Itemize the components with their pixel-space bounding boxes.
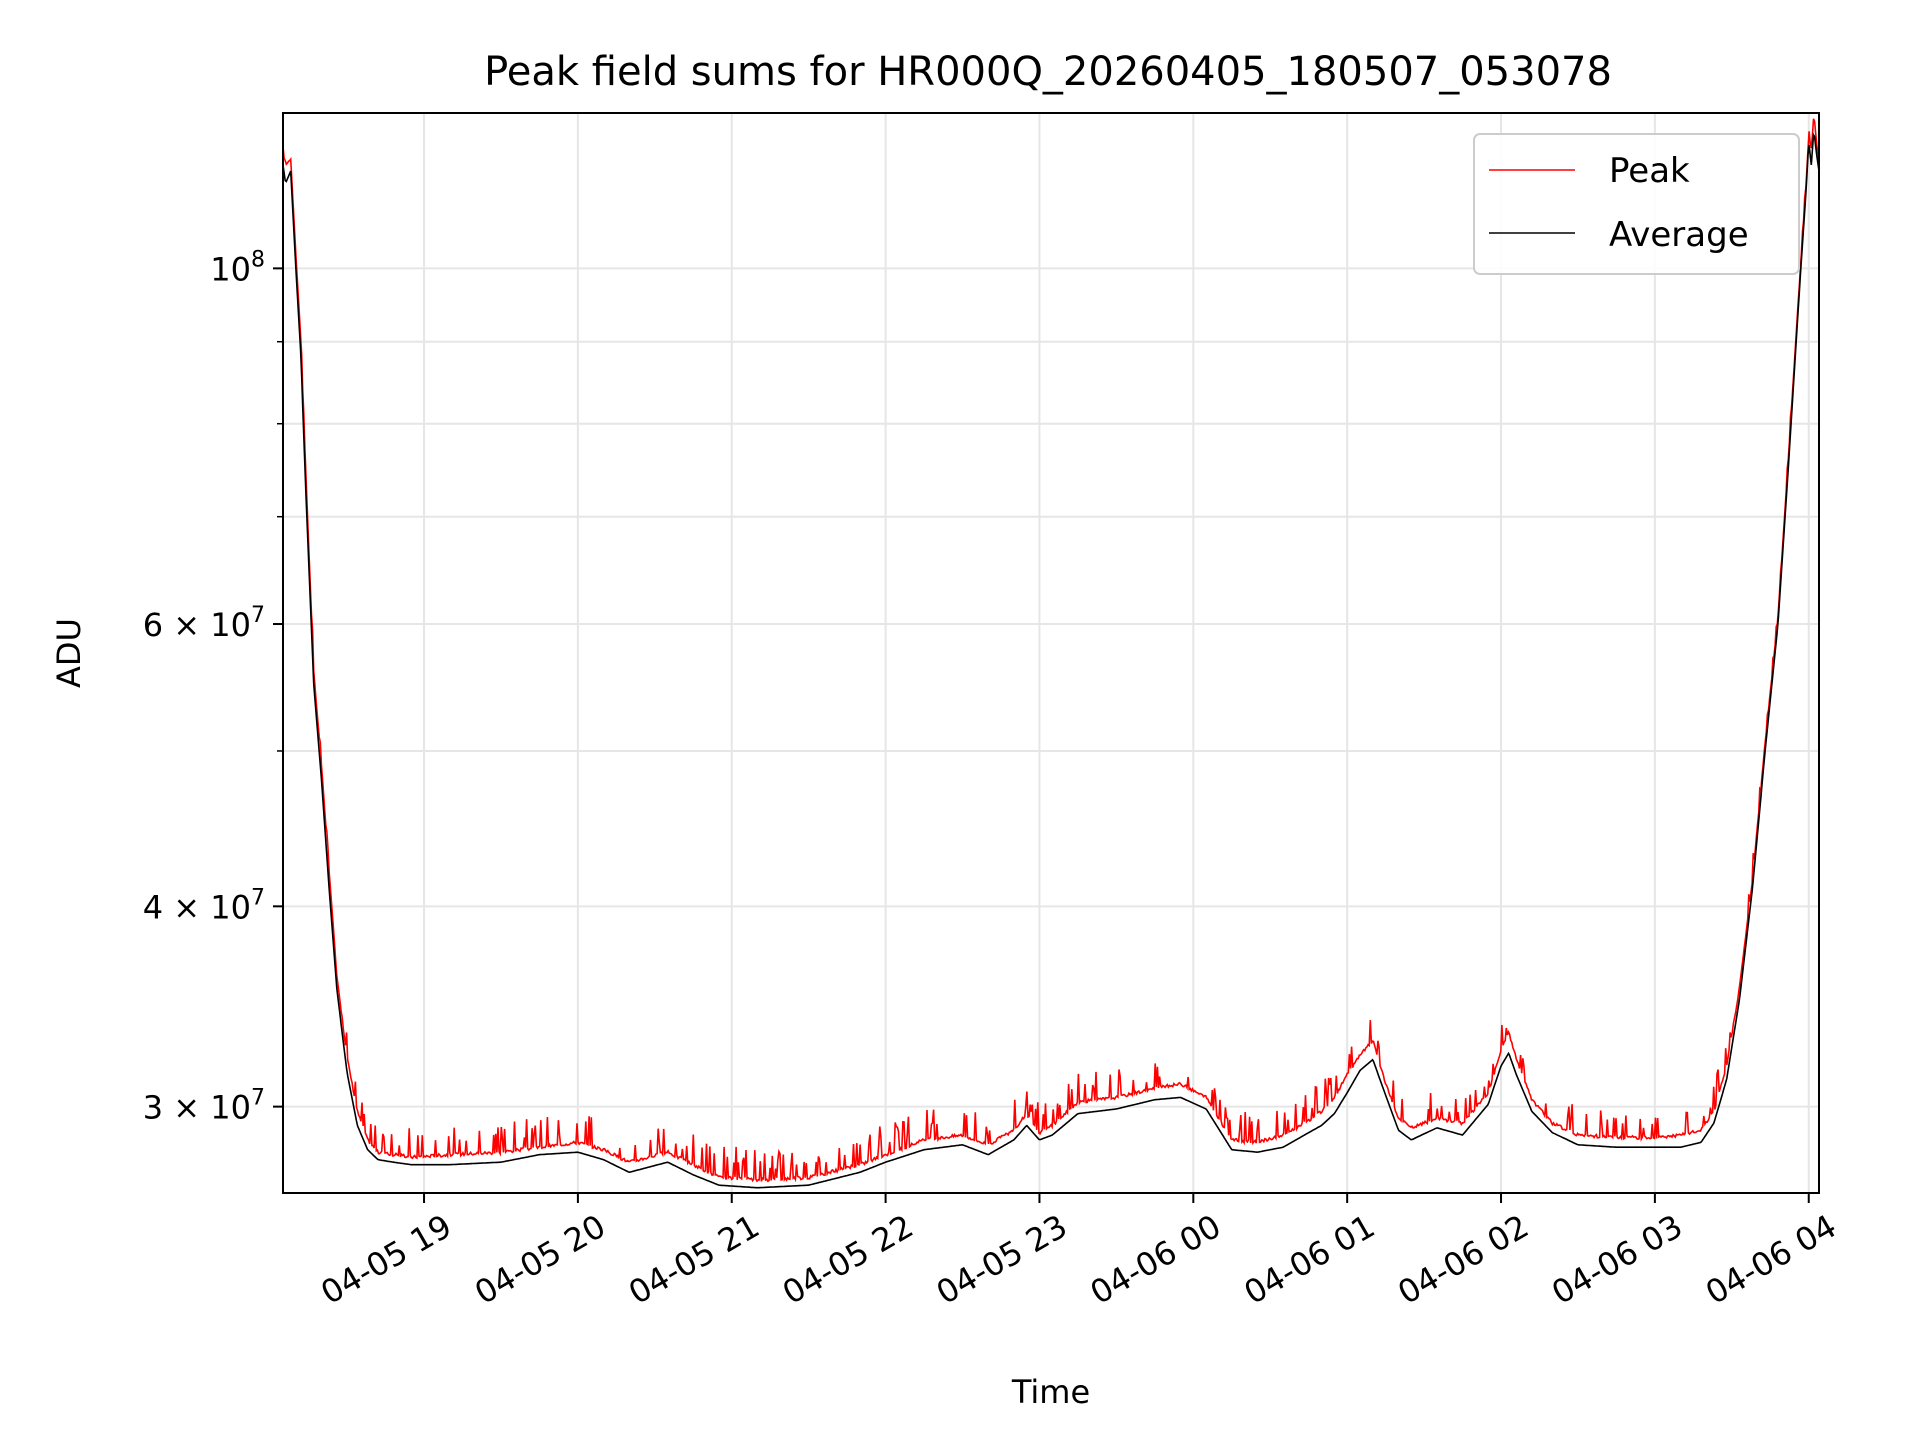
y-tick-label: 4 × 107 (143, 885, 265, 926)
x-axis-label: Time (1011, 1373, 1090, 1411)
y-axis-label: ADU (50, 618, 88, 688)
series-layer (283, 118, 1819, 1189)
y-axis: 3 × 107 4 × 107 6 × 107 108 (143, 247, 283, 1127)
grid-lines (283, 113, 1819, 1193)
y-tick-label: 6 × 107 (143, 603, 265, 644)
chart-title: Peak field sums for HR000Q_20260405_1805… (484, 49, 1612, 95)
y-tick-label: 108 (210, 247, 265, 288)
legend-box (1473, 133, 1800, 275)
legend: Peak Average (1473, 133, 1800, 275)
legend-peak-label: Peak (1609, 151, 1690, 191)
plot-frame (282, 112, 1820, 1194)
legend-average-label: Average (1609, 215, 1749, 255)
average-series-line (283, 132, 1819, 1189)
peak-series-line (283, 118, 1819, 1183)
y-tick-label: 3 × 107 (143, 1086, 265, 1127)
